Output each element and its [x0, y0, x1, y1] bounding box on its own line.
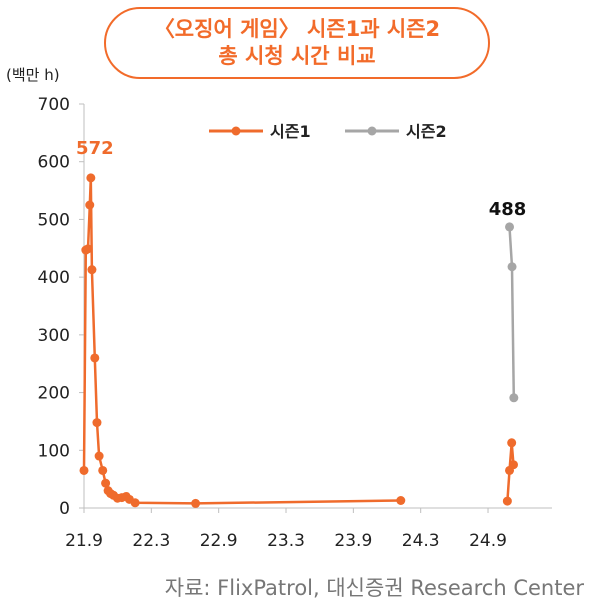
- data-point: [90, 353, 100, 363]
- data-point: [98, 465, 108, 475]
- x-tick-label: 24.9: [469, 531, 507, 551]
- y-tick-label: 500: [38, 210, 70, 230]
- x-tick-label: 22.9: [200, 531, 238, 551]
- x-tick-label: 23.3: [267, 531, 305, 551]
- data-point: [87, 265, 97, 275]
- legend-label-season1: 시즌1: [270, 122, 311, 141]
- y-tick-label: 700: [38, 95, 70, 115]
- x-tick-label: 21.9: [65, 531, 103, 551]
- x-tick-label: 23.9: [334, 531, 372, 551]
- series-line: [508, 226, 516, 398]
- peak-label-season2: 488: [489, 199, 527, 220]
- data-point: [508, 460, 518, 470]
- legend-swatch-marker-season2: [367, 126, 377, 136]
- data-point: [130, 498, 140, 508]
- x-tick-label: 22.3: [132, 531, 170, 551]
- legend-swatch-marker-season1: [231, 126, 241, 136]
- data-point: [502, 496, 512, 506]
- peak-label-season1: 572: [76, 138, 114, 159]
- chart-title-line2: 총 시청 시간 비교: [218, 44, 376, 68]
- y-axis-unit-label: (백만 h): [6, 66, 60, 84]
- data-point: [101, 478, 111, 488]
- source-note: 자료: FlixPatrol, 대신증권 Research Center: [164, 576, 584, 600]
- data-point: [83, 244, 93, 254]
- data-point: [191, 498, 201, 508]
- data-point: [79, 465, 89, 475]
- y-tick-label: 600: [38, 153, 70, 173]
- y-tick-label: 200: [38, 384, 70, 404]
- data-point: [509, 393, 519, 403]
- data-point: [396, 495, 406, 505]
- series-line: [506, 441, 515, 502]
- chart-title-box: 〈오징어 게임〉 시즌1과 시즌2 총 시청 시간 비교: [104, 7, 490, 79]
- y-tick-label: 300: [38, 326, 70, 346]
- data-point: [85, 200, 95, 210]
- y-tick-label: 0: [59, 499, 70, 519]
- x-tick-label: 24.3: [402, 531, 440, 551]
- data-point: [86, 173, 96, 183]
- legend-label-season2: 시즌2: [406, 122, 447, 141]
- y-tick-label: 400: [38, 268, 70, 288]
- data-point: [507, 262, 517, 272]
- data-point: [92, 418, 102, 428]
- data-point: [94, 451, 104, 461]
- y-tick-label: 100: [38, 441, 70, 461]
- data-point: [507, 438, 517, 448]
- data-point: [505, 222, 515, 232]
- chart-title-line1: 〈오징어 게임〉 시즌1과 시즌2: [153, 17, 441, 41]
- series-line: [82, 176, 401, 505]
